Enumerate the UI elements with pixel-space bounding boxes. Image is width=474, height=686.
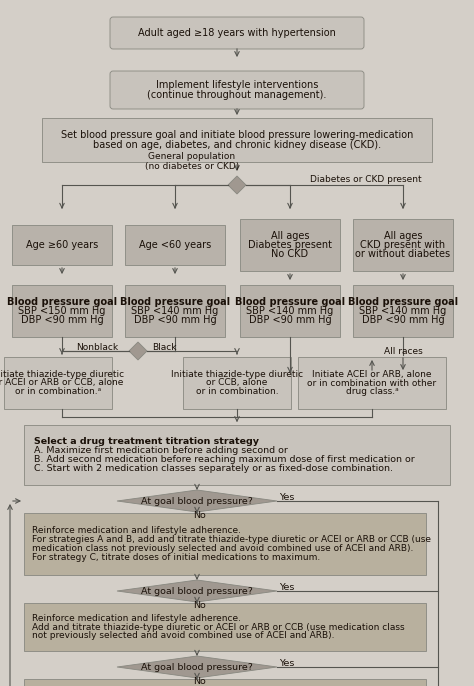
- Text: Blood pressure goal: Blood pressure goal: [348, 296, 458, 307]
- FancyBboxPatch shape: [110, 17, 364, 49]
- Text: B. Add second medication before reaching maximum dose of first medication or: B. Add second medication before reaching…: [34, 455, 415, 464]
- Text: Implement lifestyle interventions: Implement lifestyle interventions: [156, 80, 318, 91]
- Text: SBP <140 mm Hg: SBP <140 mm Hg: [359, 306, 447, 316]
- Text: SBP <140 mm Hg: SBP <140 mm Hg: [246, 306, 334, 316]
- FancyBboxPatch shape: [353, 219, 453, 271]
- Text: Nonblack: Nonblack: [76, 342, 118, 351]
- Text: or without diabetes: or without diabetes: [356, 250, 451, 259]
- Text: All ages: All ages: [384, 230, 422, 241]
- Text: DBP <90 mm Hg: DBP <90 mm Hg: [249, 316, 331, 325]
- Text: (continue throughout management).: (continue throughout management).: [147, 90, 327, 99]
- Text: C. Start with 2 medication classes separately or as fixed-dose combination.: C. Start with 2 medication classes separ…: [34, 464, 393, 473]
- FancyBboxPatch shape: [240, 285, 340, 337]
- Text: or in combination.: or in combination.: [196, 388, 278, 397]
- Text: For strategy C, titrate doses of initial medications to maximum.: For strategy C, titrate doses of initial…: [32, 553, 320, 562]
- Text: Blood pressure goal: Blood pressure goal: [120, 296, 230, 307]
- Text: Select a drug treatment titration strategy: Select a drug treatment titration strate…: [34, 437, 259, 446]
- FancyBboxPatch shape: [24, 679, 426, 686]
- Text: or in combination.ᵃ: or in combination.ᵃ: [15, 388, 101, 397]
- Text: All ages: All ages: [271, 230, 309, 241]
- Text: At goal blood pressure?: At goal blood pressure?: [141, 663, 253, 672]
- FancyBboxPatch shape: [24, 513, 426, 575]
- Text: All races: All races: [383, 347, 422, 356]
- Text: DBP <90 mm Hg: DBP <90 mm Hg: [134, 316, 216, 325]
- Text: Diabetes or CKD present: Diabetes or CKD present: [310, 174, 422, 183]
- Polygon shape: [117, 490, 277, 512]
- FancyBboxPatch shape: [12, 225, 112, 265]
- Text: Blood pressure goal: Blood pressure goal: [235, 296, 345, 307]
- Text: Reinforce medication and lifestyle adherence.: Reinforce medication and lifestyle adher…: [32, 614, 241, 623]
- FancyBboxPatch shape: [4, 357, 112, 409]
- Text: Set blood pressure goal and initiate blood pressure lowering-medication: Set blood pressure goal and initiate blo…: [61, 130, 413, 140]
- Text: or ACEI or ARB or CCB, alone: or ACEI or ARB or CCB, alone: [0, 379, 123, 388]
- Text: Yes: Yes: [279, 659, 294, 667]
- FancyBboxPatch shape: [240, 219, 340, 271]
- FancyBboxPatch shape: [298, 357, 446, 409]
- FancyBboxPatch shape: [125, 225, 225, 265]
- Text: No: No: [193, 676, 206, 685]
- Polygon shape: [129, 342, 147, 360]
- Text: Initiate ACEI or ARB, alone: Initiate ACEI or ARB, alone: [312, 370, 432, 379]
- Text: medication class not previously selected and avoid combined use of ACEI and ARB): medication class not previously selected…: [32, 544, 413, 553]
- Text: Diabetes present: Diabetes present: [248, 240, 332, 250]
- Text: Adult aged ≥18 years with hypertension: Adult aged ≥18 years with hypertension: [138, 28, 336, 38]
- Polygon shape: [117, 656, 277, 678]
- Text: Yes: Yes: [279, 493, 294, 501]
- Text: Reinforce medication and lifestyle adherence.: Reinforce medication and lifestyle adher…: [32, 526, 241, 535]
- FancyBboxPatch shape: [24, 425, 450, 485]
- Text: Yes: Yes: [279, 582, 294, 591]
- Text: No: No: [193, 510, 206, 519]
- Text: DBP <90 mm Hg: DBP <90 mm Hg: [362, 316, 444, 325]
- Text: A. Maximize first medication before adding second or: A. Maximize first medication before addi…: [34, 446, 288, 455]
- Polygon shape: [228, 176, 246, 194]
- FancyBboxPatch shape: [183, 357, 291, 409]
- FancyBboxPatch shape: [110, 71, 364, 109]
- Polygon shape: [117, 580, 277, 602]
- Text: No: No: [193, 600, 206, 609]
- Text: At goal blood pressure?: At goal blood pressure?: [141, 497, 253, 506]
- FancyBboxPatch shape: [24, 603, 426, 651]
- FancyBboxPatch shape: [12, 285, 112, 337]
- Text: Add and titrate thiazide-type diuretic or ACEI or ARB or CCB (use medication cla: Add and titrate thiazide-type diuretic o…: [32, 622, 405, 632]
- Text: Black: Black: [152, 342, 176, 351]
- Text: not previously selected and avoid combined use of ACEI and ARB).: not previously selected and avoid combin…: [32, 631, 335, 640]
- Text: General population
(no diabetes or CKD): General population (no diabetes or CKD): [145, 152, 239, 171]
- Text: SBP <150 mm Hg: SBP <150 mm Hg: [18, 306, 106, 316]
- Text: Age <60 years: Age <60 years: [139, 240, 211, 250]
- Text: Age ≥60 years: Age ≥60 years: [26, 240, 98, 250]
- Text: Blood pressure goal: Blood pressure goal: [7, 296, 117, 307]
- FancyBboxPatch shape: [125, 285, 225, 337]
- Text: No CKD: No CKD: [272, 250, 309, 259]
- Text: SBP <140 mm Hg: SBP <140 mm Hg: [131, 306, 219, 316]
- Text: Initiate thiazide-type diuretic: Initiate thiazide-type diuretic: [0, 370, 124, 379]
- Text: based on age, diabetes, and chronic kidney disease (CKD).: based on age, diabetes, and chronic kidn…: [93, 140, 381, 150]
- Text: or in combination with other: or in combination with other: [308, 379, 437, 388]
- Text: drug class.ᵃ: drug class.ᵃ: [346, 388, 398, 397]
- FancyBboxPatch shape: [353, 285, 453, 337]
- Text: For strategies A and B, add and titrate thiazide-type diuretic or ACEI or ARB or: For strategies A and B, add and titrate …: [32, 535, 431, 544]
- FancyBboxPatch shape: [42, 118, 432, 162]
- Text: Initiate thiazide-type diuretic: Initiate thiazide-type diuretic: [171, 370, 303, 379]
- Text: DBP <90 mm Hg: DBP <90 mm Hg: [21, 316, 103, 325]
- Text: CKD present with: CKD present with: [360, 240, 446, 250]
- Text: or CCB, alone: or CCB, alone: [206, 379, 268, 388]
- Text: At goal blood pressure?: At goal blood pressure?: [141, 587, 253, 595]
